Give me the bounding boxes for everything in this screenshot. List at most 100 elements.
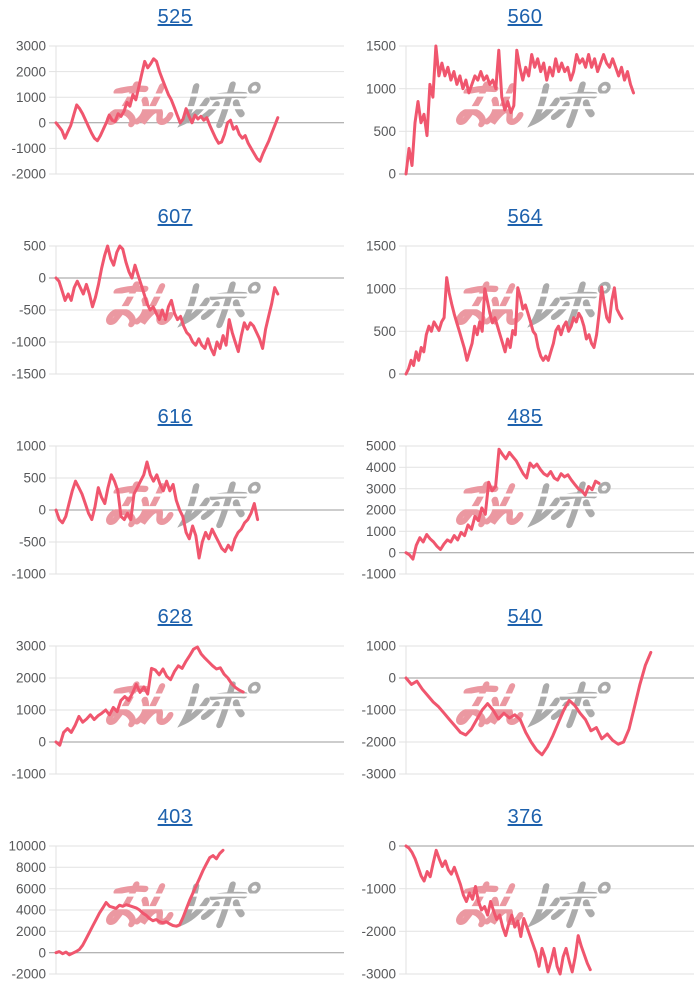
data-series-line — [54, 645, 245, 747]
chart-cell: -1000 0 1000 2000 3000 4000 5000 485 — [350, 400, 700, 600]
watermark-logo — [456, 881, 611, 929]
chart-cell: -3000 -2000 -1000 0 1000 540 — [350, 600, 700, 800]
y-tick-label: -1000 — [361, 881, 396, 896]
y-tick-label: -1000 — [361, 703, 396, 718]
y-tick-label: 2000 — [366, 503, 396, 518]
data-series-line — [54, 244, 280, 357]
y-tick-label: 1000 — [366, 524, 396, 539]
y-tick-label: 0 — [388, 545, 396, 560]
data-series-line — [404, 844, 592, 976]
watermark-logo — [106, 281, 261, 329]
y-tick-label: 500 — [373, 324, 396, 339]
chart-title-link[interactable]: 607 — [157, 206, 193, 228]
y-tick-label: 4000 — [366, 460, 396, 475]
y-tick-label: -500 — [19, 535, 46, 550]
chart-cell: -1000 0 1000 2000 3000 628 — [0, 600, 350, 800]
y-tick-label: 0 — [38, 271, 46, 286]
chart-title-link[interactable]: 560 — [507, 6, 543, 28]
chart-title-link[interactable]: 616 — [157, 406, 193, 428]
y-tick-label: -1000 — [11, 141, 46, 156]
y-tick-label: -2000 — [361, 924, 396, 939]
y-tick-label: 1000 — [366, 639, 396, 654]
y-tick-label: -1000 — [11, 335, 46, 350]
data-series-line — [404, 44, 635, 176]
y-tick-label: 500 — [23, 471, 46, 486]
y-tick-label: -3000 — [361, 767, 396, 782]
y-tick-label: -1000 — [11, 767, 46, 782]
y-tick-label: 3000 — [16, 639, 46, 654]
chart-cell: -1000 -500 0 500 1000 616 — [0, 400, 350, 600]
watermark-logo — [456, 81, 611, 129]
chart-canvas: -2000 -1000 0 1000 2000 3000 — [11, 39, 344, 182]
data-series-line — [54, 848, 225, 957]
y-tick-label: 0 — [388, 839, 396, 854]
y-tick-label: 1000 — [16, 439, 46, 454]
chart-canvas: -3000 -2000 -1000 0 — [361, 839, 694, 982]
chart-title-link[interactable]: 485 — [507, 406, 543, 428]
watermark-logo — [456, 281, 611, 329]
chart-cell: -3000 -2000 -1000 0 376 — [350, 800, 700, 1000]
y-tick-label: 1000 — [366, 281, 396, 296]
y-tick-label: 0 — [38, 116, 46, 131]
y-tick-label: 0 — [388, 671, 396, 686]
chart-canvas: -3000 -2000 -1000 0 1000 — [361, 639, 694, 782]
y-tick-label: 1000 — [16, 90, 46, 105]
chart-canvas: -1000 0 1000 2000 3000 4000 5000 — [361, 439, 694, 582]
chart-title-link[interactable]: 376 — [507, 806, 543, 828]
y-tick-label: 0 — [38, 735, 46, 750]
y-tick-label: -2000 — [361, 735, 396, 750]
y-tick-label: 10000 — [8, 839, 46, 854]
y-tick-label: 3000 — [366, 481, 396, 496]
chart-cell: 0 500 1000 1500 560 — [350, 0, 700, 200]
chart-canvas: 0 500 1000 1500 — [366, 39, 694, 182]
y-tick-label: 1500 — [366, 239, 396, 254]
y-tick-label: 5000 — [366, 439, 396, 454]
y-tick-label: -1500 — [11, 367, 46, 382]
chart-cell: -2000 0 2000 4000 6000 8000 10000 403 — [0, 800, 350, 1000]
y-tick-label: 0 — [388, 167, 396, 182]
data-series-line — [404, 276, 624, 376]
y-tick-label: 0 — [388, 367, 396, 382]
chart-title-link[interactable]: 525 — [157, 6, 193, 28]
y-tick-label: 1000 — [366, 81, 396, 96]
y-tick-label: 8000 — [16, 860, 46, 875]
y-tick-label: 2000 — [16, 924, 46, 939]
chart-cell: 0 500 1000 1500 564 — [350, 200, 700, 400]
chart-title-link[interactable]: 628 — [157, 606, 193, 628]
y-tick-label: 1000 — [16, 703, 46, 718]
y-tick-label: 1500 — [366, 39, 396, 54]
y-tick-label: 4000 — [16, 903, 46, 918]
chart-canvas: -1000 0 1000 2000 3000 — [11, 639, 344, 782]
data-series-line — [404, 447, 601, 561]
watermark-logo — [456, 481, 611, 529]
y-tick-label: 2000 — [16, 64, 46, 79]
chart-cell: -1500 -1000 -500 0 500 607 — [0, 200, 350, 400]
chart-canvas: -2000 0 2000 4000 6000 8000 10000 — [8, 839, 344, 982]
y-tick-label: 0 — [38, 945, 46, 960]
y-tick-label: 0 — [38, 503, 46, 518]
y-tick-label: -500 — [19, 303, 46, 318]
chart-cell: -2000 -1000 0 1000 2000 3000 525 — [0, 0, 350, 200]
y-tick-label: -3000 — [361, 967, 396, 982]
y-tick-label: 3000 — [16, 39, 46, 54]
chart-title-link[interactable]: 540 — [507, 606, 543, 628]
y-tick-label: 500 — [23, 239, 46, 254]
chart-canvas: -1000 -500 0 500 1000 — [11, 439, 344, 582]
chart-title-link[interactable]: 564 — [507, 206, 543, 228]
data-series-line — [404, 650, 653, 757]
watermark-logo — [106, 881, 261, 929]
y-tick-label: -1000 — [11, 567, 46, 582]
watermark-logo — [456, 681, 611, 729]
y-tick-label: -2000 — [11, 167, 46, 182]
y-tick-label: -2000 — [11, 967, 46, 982]
y-tick-label: 6000 — [16, 881, 46, 896]
y-tick-label: 2000 — [16, 671, 46, 686]
data-series-line — [54, 460, 260, 560]
y-tick-label: -1000 — [361, 567, 396, 582]
chart-title-link[interactable]: 403 — [157, 806, 193, 828]
y-tick-label: 500 — [373, 124, 396, 139]
data-series-line — [54, 57, 280, 163]
watermark-logo — [106, 81, 261, 129]
chart-canvas: -1500 -1000 -500 0 500 — [11, 239, 344, 382]
